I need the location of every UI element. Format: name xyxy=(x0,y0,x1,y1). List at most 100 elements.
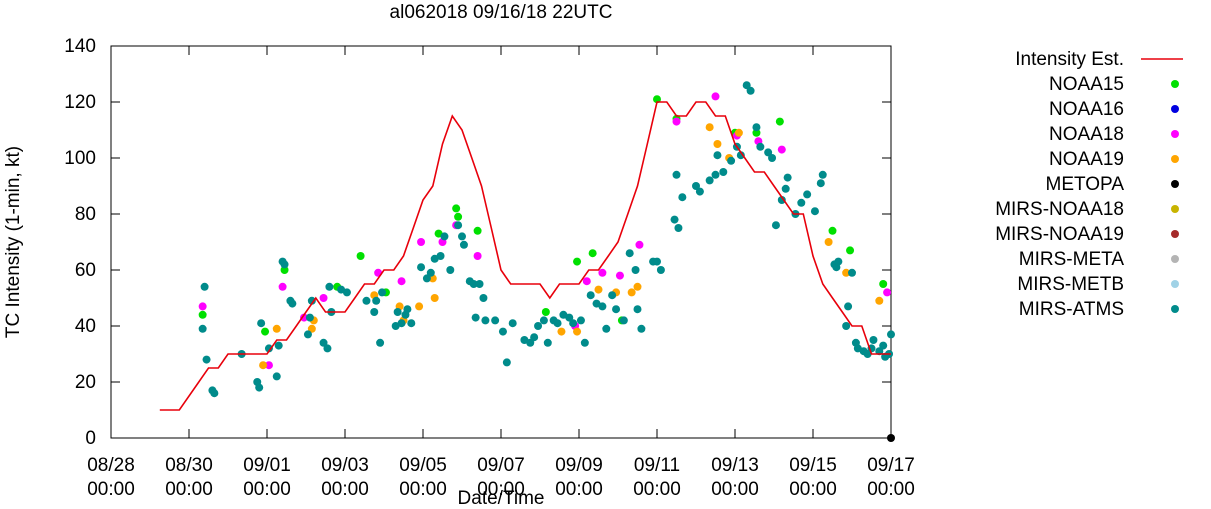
data-point-mirs-atms xyxy=(202,355,211,364)
data-point-mirs-atms xyxy=(612,305,621,314)
data-point-mirs-atms xyxy=(565,313,574,322)
data-point-mirs-atms xyxy=(469,280,478,288)
data-point-mirs-atms xyxy=(586,291,595,300)
data-point-mirs-atms xyxy=(257,319,266,328)
data-point-noaa19 xyxy=(824,238,833,246)
data-point-mirs-atms xyxy=(818,170,827,179)
data-point-mirs-atms xyxy=(481,316,490,325)
legend-label: MIRS-METB xyxy=(1017,274,1124,295)
y-tick-label: 0 xyxy=(85,428,96,449)
x-tick-label: 09/13 xyxy=(711,455,759,476)
data-point-mirs-atms xyxy=(272,372,281,381)
legend-entry-intensity-est-: Intensity Est. xyxy=(1015,49,1183,70)
series-metopa xyxy=(887,434,895,442)
data-point-noaa19 xyxy=(415,302,424,311)
data-point-noaa18 xyxy=(300,313,309,322)
data-point-mirs-atms xyxy=(498,327,507,336)
data-point-mirs-atms xyxy=(768,154,777,162)
data-point-mirs-atms xyxy=(692,182,700,190)
data-point-mirs-atms xyxy=(305,313,314,322)
data-point-mirs-atms xyxy=(288,299,297,308)
data-point-mirs-atms xyxy=(625,249,634,258)
y-tick-label: 20 xyxy=(75,372,96,393)
data-point-mirs-atms xyxy=(264,344,273,353)
data-point-noaa15 xyxy=(541,308,550,316)
data-point-mirs-atms xyxy=(783,173,792,182)
data-point-noaa19 xyxy=(842,268,851,277)
x-tick-label: 09/01 xyxy=(243,455,291,476)
legend-swatch xyxy=(1171,155,1179,163)
data-point-mirs-atms xyxy=(631,266,640,274)
data-point-mirs-atms xyxy=(426,268,435,277)
data-point-mirs-atms xyxy=(803,190,812,199)
data-point-mirs-atms xyxy=(403,305,412,314)
legend-swatch xyxy=(1171,305,1179,313)
data-point-noaa19 xyxy=(573,327,582,336)
data-point-noaa15 xyxy=(752,128,761,137)
data-point-mirs-atms xyxy=(471,313,480,322)
legend-label: Intensity Est. xyxy=(1015,49,1124,70)
data-point-mirs-atms xyxy=(633,305,642,314)
data-point-mirs-atms xyxy=(869,336,878,344)
data-point-mirs-atms xyxy=(319,338,328,347)
data-point-mirs-atms xyxy=(459,240,468,249)
legend-swatch xyxy=(1171,180,1179,188)
series-noaa19 xyxy=(259,123,884,370)
data-point-mirs-atms xyxy=(879,341,888,350)
data-point-mirs-atms xyxy=(323,344,332,353)
legend-swatch xyxy=(1171,130,1179,138)
data-point-noaa18 xyxy=(582,277,591,286)
data-point-mirs-atms xyxy=(436,252,445,260)
data-point-mirs-atms xyxy=(781,184,790,193)
legend-label: MIRS-NOAA19 xyxy=(995,224,1124,245)
data-point-noaa19 xyxy=(713,140,722,148)
data-point-mirs-atms xyxy=(711,170,720,179)
data-point-noaa18 xyxy=(278,282,287,291)
legend-entry-mirs-atms: MIRS-ATMS xyxy=(1019,299,1179,320)
data-point-mirs-atms xyxy=(834,257,843,266)
data-point-mirs-atms xyxy=(771,221,780,230)
data-point-mirs-atms xyxy=(454,221,463,230)
y-axis-title: TC Intensity (1-min, kt) xyxy=(3,146,24,338)
intensity-estimate-line xyxy=(159,101,891,411)
data-point-mirs-atms xyxy=(719,168,728,176)
x-tick-sublabel: 00:00 xyxy=(165,479,213,500)
data-point-mirs-atms xyxy=(674,224,683,232)
data-point-mirs-atms xyxy=(422,274,431,283)
data-point-mirs-atms xyxy=(539,316,548,325)
data-point-mirs-atms xyxy=(777,196,786,204)
data-point-mirs-atms xyxy=(653,257,661,266)
data-point-noaa19 xyxy=(594,285,603,294)
data-point-mirs-atms xyxy=(417,263,426,272)
legend-entry-noaa19: NOAA19 xyxy=(1049,149,1179,170)
data-point-mirs-atms xyxy=(397,319,406,328)
legend-label: MIRS-ATMS xyxy=(1019,299,1124,320)
data-point-mirs-atms xyxy=(887,330,895,339)
data-point-mirs-atms xyxy=(863,350,872,358)
data-point-mirs-atms xyxy=(678,193,687,202)
data-point-mirs-atms xyxy=(842,322,851,330)
data-point-mirs-atms xyxy=(274,341,283,350)
data-point-mirs-atms xyxy=(608,291,617,300)
data-point-noaa15 xyxy=(775,117,784,126)
data-point-mirs-atms xyxy=(543,338,552,347)
data-point-noaa18 xyxy=(672,117,681,126)
data-point-mirs-atms xyxy=(598,302,607,311)
data-point-noaa15 xyxy=(452,204,461,213)
data-point-mirs-atms xyxy=(576,316,585,325)
legend-label: METOPA xyxy=(1046,174,1125,195)
data-point-noaa15 xyxy=(261,327,270,336)
data-point-mirs-atms xyxy=(797,198,806,207)
data-point-noaa15 xyxy=(356,252,365,260)
data-point-mirs-atms xyxy=(553,319,562,328)
data-point-noaa19 xyxy=(307,324,316,333)
x-axis: 08/28 00:00 08/30 00:00 09/01 00:00 09/03 00:00… xyxy=(87,46,915,500)
x-axis-title: Date/Time xyxy=(458,488,545,509)
x-tick-label: 08/28 xyxy=(87,455,135,476)
data-point-mirs-atms xyxy=(198,324,207,333)
data-point-mirs-atms xyxy=(756,142,765,151)
data-point-noaa15 xyxy=(879,280,888,288)
legend-entry-mirs-meta: MIRS-META xyxy=(1019,249,1179,270)
data-point-noaa18 xyxy=(777,145,786,154)
y-tick-label: 140 xyxy=(64,36,96,57)
